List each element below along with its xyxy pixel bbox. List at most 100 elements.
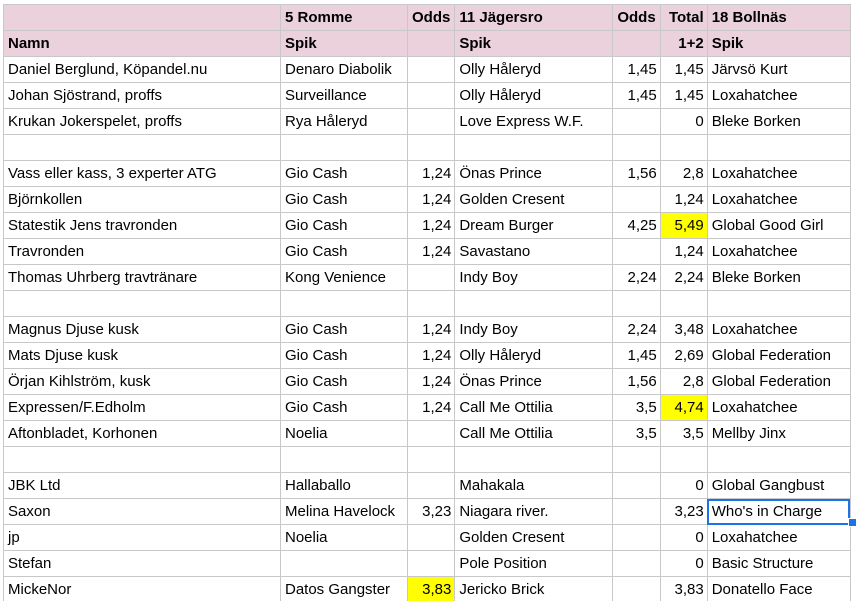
cell-jagersro-odds[interactable] (612, 524, 661, 551)
cell-romme-spik[interactable] (280, 134, 408, 161)
cell-bollnas-spik[interactable]: 18 Bollnäs (706, 4, 851, 31)
cell-jagersro-spik[interactable]: Call Me Ottilia (454, 420, 614, 447)
cell-bollnas-spik[interactable]: Donatello Face (706, 576, 851, 601)
cell-romme-odds[interactable] (406, 134, 456, 161)
cell-bollnas-spik[interactable] (706, 446, 851, 473)
cell-romme-spik[interactable] (280, 290, 408, 317)
cell-romme-odds[interactable] (406, 290, 456, 317)
cell-jagersro-spik[interactable]: Niagara river. (454, 498, 614, 525)
cell-jagersro-odds[interactable]: 1,45 (612, 82, 661, 109)
cell-romme-spik[interactable]: Gio Cash (280, 186, 408, 213)
cell-romme-odds[interactable] (406, 472, 456, 499)
cell-namn[interactable]: Expressen/F.Edholm (3, 394, 281, 421)
cell-jagersro-odds[interactable] (612, 498, 661, 525)
cell-namn[interactable]: Aftonbladet, Korhonen (3, 420, 281, 447)
cell-romme-odds[interactable]: 3,23 (406, 498, 456, 525)
cell-namn[interactable] (3, 134, 281, 161)
cell-total[interactable]: 1,45 (659, 56, 708, 83)
cell-jagersro-odds[interactable] (612, 550, 661, 577)
cell-namn[interactable]: jp (3, 524, 281, 551)
cell-jagersro-spik[interactable]: Olly Håleryd (454, 342, 614, 369)
cell-jagersro-odds[interactable] (612, 186, 661, 213)
cell-total[interactable]: 0 (659, 550, 708, 577)
cell-namn[interactable]: Mats Djuse kusk (3, 342, 281, 369)
selection-fill-handle[interactable] (848, 518, 856, 527)
cell-romme-spik[interactable] (280, 550, 408, 577)
cell-romme-odds[interactable]: 3,83 (406, 576, 456, 601)
cell-jagersro-odds[interactable]: 1,45 (612, 56, 661, 83)
cell-romme-odds[interactable]: 1,24 (406, 394, 456, 421)
cell-bollnas-spik[interactable]: Global Good Girl (706, 212, 851, 239)
cell-jagersro-spik[interactable]: Call Me Ottilia (454, 394, 614, 421)
cell-namn[interactable]: MickeNor (3, 576, 281, 601)
cell-jagersro-odds[interactable]: 2,24 (612, 264, 661, 291)
cell-bollnas-spik[interactable]: Loxahatchee (706, 316, 851, 343)
cell-jagersro-odds[interactable] (612, 290, 661, 317)
cell-romme-odds[interactable]: 1,24 (406, 186, 456, 213)
cell-jagersro-odds[interactable]: 2,24 (612, 316, 661, 343)
cell-bollnas-spik[interactable]: Who's in Charge (706, 498, 851, 525)
cell-bollnas-spik[interactable]: Global Federation (706, 368, 851, 395)
cell-jagersro-spik[interactable]: Jericko Brick (454, 576, 614, 601)
cell-total[interactable]: 3,23 (659, 498, 708, 525)
cell-romme-odds[interactable] (406, 420, 456, 447)
cell-total[interactable]: 0 (659, 108, 708, 135)
cell-romme-odds[interactable]: 1,24 (406, 238, 456, 265)
cell-namn[interactable]: Statestik Jens travronden (3, 212, 281, 239)
cell-romme-spik[interactable]: Gio Cash (280, 238, 408, 265)
cell-romme-odds[interactable] (406, 30, 456, 57)
cell-namn[interactable] (3, 290, 281, 317)
cell-bollnas-spik[interactable]: Bleke Borken (706, 264, 851, 291)
cell-total[interactable]: 2,8 (659, 160, 708, 187)
cell-romme-spik[interactable]: Melina Havelock (280, 498, 408, 525)
cell-romme-odds[interactable]: 1,24 (406, 316, 456, 343)
cell-namn[interactable]: JBK Ltd (3, 472, 281, 499)
cell-romme-odds[interactable]: 1,24 (406, 160, 456, 187)
cell-romme-spik[interactable]: Gio Cash (280, 160, 408, 187)
cell-jagersro-odds[interactable] (612, 446, 661, 473)
cell-romme-odds[interactable]: 1,24 (406, 212, 456, 239)
cell-total[interactable]: 1,24 (659, 238, 708, 265)
cell-namn[interactable] (3, 4, 281, 31)
cell-namn[interactable] (3, 446, 281, 473)
cell-jagersro-spik[interactable]: Golden Cresent (454, 186, 614, 213)
cell-jagersro-spik[interactable]: Indy Boy (454, 264, 614, 291)
cell-total[interactable]: 1+2 (659, 30, 708, 57)
cell-romme-spik[interactable]: Datos Gangster (280, 576, 408, 601)
cell-bollnas-spik[interactable]: Loxahatchee (706, 524, 851, 551)
cell-total[interactable]: 1,45 (659, 82, 708, 109)
cell-jagersro-spik[interactable]: Indy Boy (454, 316, 614, 343)
cell-namn[interactable]: Vass eller kass, 3 experter ATG (3, 160, 281, 187)
cell-romme-spik[interactable] (280, 446, 408, 473)
cell-romme-odds[interactable]: Odds (406, 4, 456, 31)
cell-jagersro-spik[interactable]: Önas Prince (454, 368, 614, 395)
cell-namn[interactable]: Thomas Uhrberg travtränare (3, 264, 281, 291)
cell-total[interactable]: 0 (659, 524, 708, 551)
cell-romme-spik[interactable]: Hallaballo (280, 472, 408, 499)
cell-jagersro-odds[interactable]: 3,5 (612, 420, 661, 447)
cell-jagersro-spik[interactable]: Olly Håleryd (454, 56, 614, 83)
cell-romme-odds[interactable] (406, 446, 456, 473)
cell-jagersro-spik[interactable]: Love Express W.F. (454, 108, 614, 135)
cell-jagersro-odds[interactable] (612, 134, 661, 161)
cell-romme-odds[interactable] (406, 108, 456, 135)
cell-bollnas-spik[interactable]: Loxahatchee (706, 186, 851, 213)
cell-jagersro-odds[interactable] (612, 108, 661, 135)
cell-namn[interactable]: Daniel Berglund, Köpandel.nu (3, 56, 281, 83)
cell-jagersro-odds[interactable]: 1,56 (612, 160, 661, 187)
cell-romme-odds[interactable] (406, 550, 456, 577)
cell-bollnas-spik[interactable]: Loxahatchee (706, 238, 851, 265)
cell-romme-spik[interactable]: Noelia (280, 420, 408, 447)
cell-namn[interactable]: Krukan Jokerspelet, proffs (3, 108, 281, 135)
cell-jagersro-spik[interactable]: 11 Jägersro (454, 4, 614, 31)
cell-jagersro-spik[interactable]: Savastano (454, 238, 614, 265)
cell-bollnas-spik[interactable]: Järvsö Kurt (706, 56, 851, 83)
cell-romme-spik[interactable]: 5 Romme (280, 4, 408, 31)
cell-romme-odds[interactable] (406, 82, 456, 109)
cell-total[interactable]: 2,24 (659, 264, 708, 291)
cell-total[interactable] (659, 446, 708, 473)
cell-total[interactable] (659, 290, 708, 317)
cell-jagersro-odds[interactable] (612, 30, 661, 57)
cell-bollnas-spik[interactable] (706, 134, 851, 161)
cell-jagersro-spik[interactable] (454, 290, 614, 317)
